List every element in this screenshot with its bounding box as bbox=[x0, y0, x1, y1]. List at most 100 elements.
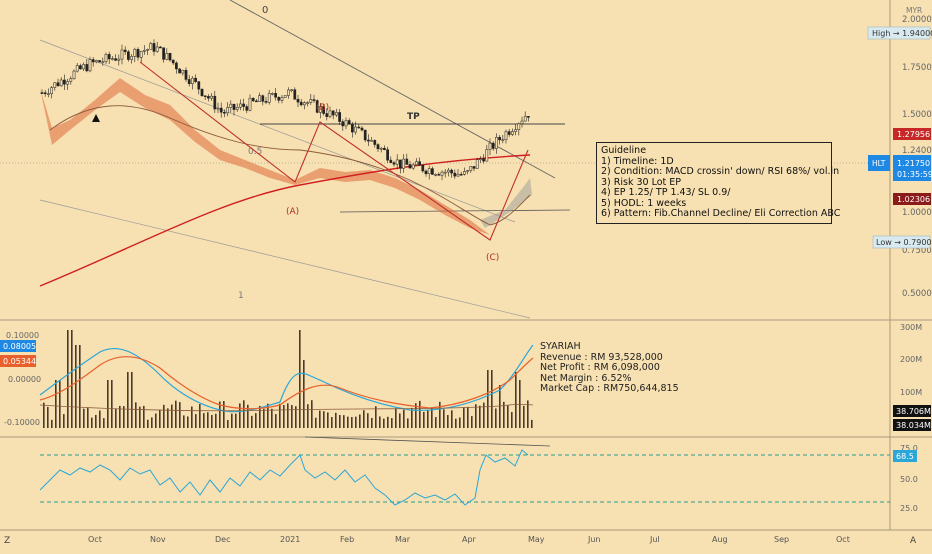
volume-bar bbox=[507, 405, 509, 428]
candle-body bbox=[351, 123, 354, 133]
candle-body bbox=[408, 164, 412, 169]
candle-body bbox=[226, 107, 229, 114]
candle-body bbox=[162, 47, 165, 60]
candle-body bbox=[117, 58, 121, 61]
candle-body bbox=[463, 171, 466, 175]
ma-brown-line[interactable] bbox=[49, 105, 531, 226]
candle-body bbox=[527, 116, 530, 118]
volume-bar bbox=[207, 412, 209, 428]
candle-body bbox=[114, 58, 117, 61]
volume-bar bbox=[51, 419, 53, 428]
symbol-badge bbox=[868, 155, 890, 171]
candle-body bbox=[443, 171, 447, 174]
candle-body bbox=[98, 60, 101, 63]
wave-path[interactable] bbox=[139, 61, 529, 241]
candle-body bbox=[392, 162, 396, 165]
candle-body bbox=[440, 171, 444, 176]
candle-body bbox=[155, 46, 159, 52]
candle-body bbox=[152, 43, 156, 52]
candle-body bbox=[251, 97, 255, 102]
ma-red-line[interactable] bbox=[39, 154, 531, 287]
fib-channel-1[interactable] bbox=[39, 199, 531, 319]
volume-bar bbox=[227, 419, 229, 428]
volume-bar bbox=[295, 406, 297, 428]
guideline-box[interactable]: Guideline 1) Timeline: 1D 2) Condition: … bbox=[596, 142, 840, 224]
candle-body bbox=[331, 110, 335, 116]
volume-bar bbox=[127, 372, 129, 428]
candle-body bbox=[40, 92, 44, 94]
macd-line[interactable] bbox=[39, 344, 534, 413]
auto-scale-a-icon[interactable]: A bbox=[910, 536, 917, 546]
candle-body bbox=[488, 142, 492, 150]
time-tick: Apr bbox=[462, 535, 477, 544]
rsi-value-badge bbox=[893, 450, 917, 462]
candle-body bbox=[136, 49, 140, 58]
volume-tick: 100M bbox=[900, 388, 922, 397]
volume-bar bbox=[323, 411, 325, 428]
volume-bar bbox=[103, 418, 105, 428]
candle-body bbox=[79, 65, 82, 70]
volume-bar bbox=[339, 414, 341, 428]
time-tick: Feb bbox=[340, 535, 354, 544]
volume-bar bbox=[43, 402, 45, 428]
volume-bar bbox=[435, 417, 437, 428]
volume-bar bbox=[83, 408, 85, 428]
candle-body bbox=[258, 95, 261, 102]
candle-body bbox=[95, 60, 98, 63]
volume-bar bbox=[79, 345, 81, 428]
volume-ma-line[interactable] bbox=[39, 403, 534, 412]
candle-body bbox=[402, 158, 405, 169]
candle-body bbox=[418, 161, 421, 166]
candle-body bbox=[63, 79, 66, 85]
candle-body bbox=[127, 51, 130, 60]
candle-body bbox=[491, 142, 495, 149]
volume-bar bbox=[215, 413, 217, 428]
volume-bar bbox=[403, 409, 405, 428]
volume-bar bbox=[243, 400, 245, 428]
volume-bar bbox=[287, 403, 289, 428]
time-tick: Nov bbox=[150, 535, 166, 544]
volume-bar bbox=[303, 360, 305, 428]
time-tick: May bbox=[528, 535, 545, 544]
candle-body bbox=[120, 49, 124, 60]
candle-body bbox=[363, 129, 367, 141]
candle-body bbox=[424, 170, 428, 175]
rsi-divergence-line[interactable] bbox=[304, 436, 551, 447]
fundamentals-note[interactable]: SYARIAH Revenue : RM 93,528,000 Net Prof… bbox=[540, 341, 679, 395]
candle-body bbox=[520, 120, 524, 125]
volume-tick: 300M bbox=[900, 323, 922, 332]
volume-bar bbox=[47, 406, 49, 428]
candle-body bbox=[459, 173, 463, 176]
zoom-z-icon[interactable]: Z bbox=[4, 536, 10, 546]
wave-label-c: (C) bbox=[486, 253, 499, 263]
time-tick: 2021 bbox=[280, 535, 300, 544]
volume-bar bbox=[527, 400, 529, 428]
volume-bar bbox=[371, 417, 373, 428]
fib-channel-0[interactable] bbox=[229, 0, 556, 179]
candle-body bbox=[523, 116, 527, 122]
volume-bar bbox=[399, 413, 401, 428]
volume-bar bbox=[391, 418, 393, 428]
volume-bar bbox=[307, 404, 309, 428]
volume-value-badge bbox=[893, 405, 931, 417]
volume-bar bbox=[187, 416, 189, 428]
volume-bar bbox=[63, 414, 65, 428]
candle-body bbox=[354, 126, 357, 133]
candle-body bbox=[341, 121, 345, 127]
signal-line[interactable] bbox=[39, 356, 534, 410]
volume-bar bbox=[491, 370, 493, 428]
rsi-line[interactable] bbox=[39, 449, 529, 506]
volume-bar bbox=[531, 419, 533, 428]
volume-bar bbox=[267, 403, 269, 428]
volume-bar bbox=[71, 330, 73, 428]
rsi-tick: 75.0 bbox=[900, 444, 918, 453]
fib-channel-05[interactable] bbox=[39, 39, 516, 223]
candle-body bbox=[296, 99, 300, 103]
candle-body bbox=[280, 97, 284, 101]
candle-body bbox=[312, 99, 316, 101]
candle-body bbox=[181, 69, 185, 74]
volume-bar bbox=[443, 409, 445, 428]
